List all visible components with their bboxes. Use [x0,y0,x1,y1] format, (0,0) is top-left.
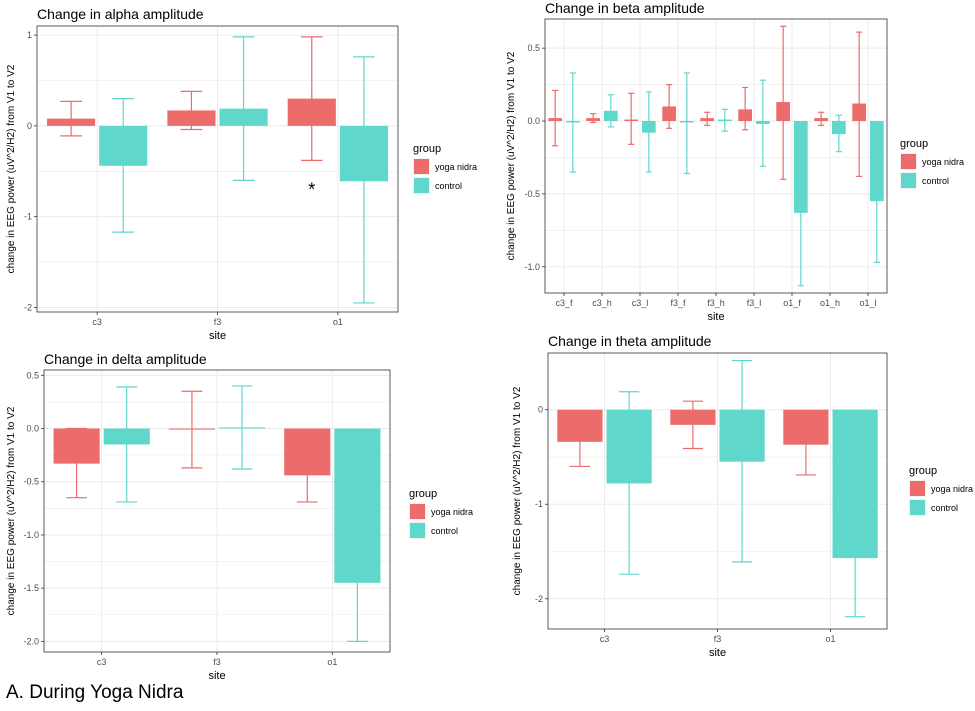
y-tick-label: 0.0 [527,116,540,126]
y-tick-label: -1.0 [524,262,540,272]
x-tick-label: o1 [333,317,343,327]
x-tick-label: f3_f [670,298,686,308]
y-tick-label: 0.5 [527,43,540,53]
x-axis-label: site [209,330,226,342]
legend-swatch-yoga-nidra [410,504,425,519]
x-tick-label: o1 [327,657,337,667]
chart-title: Change in alpha amplitude [37,6,204,22]
legend-swatch-control [414,178,429,193]
y-tick-label: -1 [535,499,543,509]
legend-label-control: control [435,181,462,191]
x-tick-label: c3 [600,634,610,644]
legend-title: group [909,465,937,477]
x-tick-label: f3 [213,657,221,667]
y-tick-label: 0.0 [26,424,39,434]
y-tick-label: -0.5 [524,189,540,199]
x-axis-label: site [208,670,225,682]
y-tick-label: -2 [24,302,32,312]
y-tick-label: -2.0 [23,636,39,646]
y-tick-label: 0 [27,121,32,131]
legend-swatch-yoga-nidra [414,159,429,174]
legend-label-yoga-nidra: yoga nidra [931,484,973,494]
legend-label-control: control [931,503,958,513]
figure-caption: A. During Yoga Nidra [6,682,184,703]
legend-label-control: control [922,176,949,186]
x-tick-label: f3 [214,317,222,327]
x-tick-label: f3_l [747,298,762,308]
significance-marker: * [308,180,315,200]
y-tick-label: 0.5 [26,370,39,380]
legend: group yoga nidra control [413,143,477,194]
x-tick-label: f3_h [707,298,725,308]
y-axis-label: change in EEG power (uV^2/H2) from V1 to… [512,386,523,595]
legend-swatch-control [910,500,925,515]
y-tick-label: 0 [538,405,543,415]
chart-title: Change in delta amplitude [44,351,207,367]
y-tick-label: 1 [27,30,32,40]
legend-title: group [900,138,928,150]
x-axis-label: site [709,647,726,659]
x-tick-label: c3 [97,657,107,667]
legend: group yoga nidra control [909,465,973,516]
x-tick-label: c3_l [632,298,649,308]
chart-panel-2: -1.0 -0.5 0.0 0.5 c3_f c3_h c3_l f3_f f3_h f3_l o1… [506,0,964,323]
x-tick-label: f3 [714,634,722,644]
legend-swatch-control [901,173,916,188]
legend-label-yoga-nidra: yoga nidra [922,157,964,167]
x-tick-label: c3_h [592,298,612,308]
x-tick-label: o1_l [859,298,876,308]
y-axis-label: change in EEG power (uV^2/H2) from V1 to… [506,51,517,260]
y-tick-label: -0.5 [23,477,39,487]
x-tick-label: o1_f [783,298,801,308]
y-tick-label: -1.0 [23,530,39,540]
x-tick-label: o1 [825,634,835,644]
chart-panel-3: -2.0 -1.5 -1.0 -0.5 0.0 0.5 c3 f3 o1 Change in de… [6,351,473,682]
x-tick-label: c3 [92,317,102,327]
x-tick-label: c3_f [555,298,573,308]
legend-label-control: control [431,526,458,536]
y-tick-label: -1 [24,212,32,222]
chart-title: Change in beta amplitude [545,0,705,16]
y-axis-label: change in EEG power (uV^2/H2) from V1 to… [6,64,17,273]
x-axis-label: site [707,311,724,323]
y-tick-label: -1.5 [23,583,39,593]
chart-panel-1: * -2 -1 0 1 c3 f3 o1 Change in alpha amplitude si… [6,6,477,342]
legend-swatch-yoga-nidra [910,481,925,496]
legend-title: group [413,143,441,155]
chart-panel-4: -2 -1 0 c3 f3 o1 Change in theta amplitude site… [512,333,973,659]
legend: group yoga nidra control [900,138,964,189]
y-tick-label: -2 [535,594,543,604]
legend-label-yoga-nidra: yoga nidra [435,162,477,172]
legend-swatch-yoga-nidra [901,154,916,169]
legend: group yoga nidra control [409,488,473,539]
legend-swatch-control [410,523,425,538]
x-tick-label: o1_h [820,298,840,308]
legend-title: group [409,488,437,500]
legend-label-yoga-nidra: yoga nidra [431,507,473,517]
y-axis-label: change in EEG power (uV^2/H2) from V1 to… [6,406,17,615]
chart-title: Change in theta amplitude [548,333,712,349]
